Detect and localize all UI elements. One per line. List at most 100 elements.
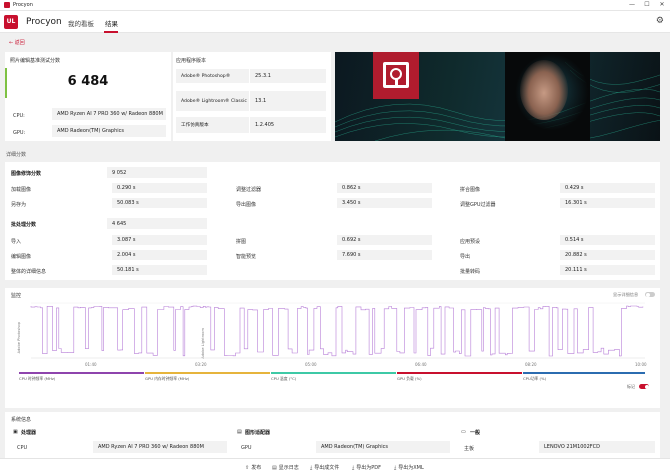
export-pdf-button[interactable]: ⤓ 导出为PDF [352, 464, 381, 471]
metric-value: 0.514 s [560, 235, 655, 245]
metric-label: 导出 [460, 254, 471, 260]
cpu-label: CPU: [13, 113, 25, 119]
x-tick: 08:20 [525, 362, 537, 367]
nav-results[interactable]: 结果 [105, 20, 118, 28]
legend-swatch [145, 372, 270, 374]
app-version-photoshop: 25.3.1 [250, 69, 326, 83]
legend-swatch [19, 372, 144, 374]
app-version-lightroom: 13.1 [250, 91, 326, 111]
monitoring-title: 监控 [11, 293, 22, 299]
show-log-button[interactable]: ▤ 显示日志 [272, 464, 299, 471]
score-card: 照片编辑基准测试分数 6 484 CPU: AMD Ryzen AI 7 PRO… [5, 52, 171, 141]
export-pdf-label: 导出为PDF [356, 465, 381, 471]
publish-button[interactable]: ⇪ 发布 [245, 464, 261, 471]
sysinfo-gpu-title: 图形适配器 [245, 430, 271, 436]
image-retouch-label: 图像修饰分数 [11, 171, 42, 177]
app-name-photoshop: Adobe® Photoshop® [176, 69, 249, 83]
metric-value: 0.429 s [560, 183, 655, 193]
metric-value: 3.450 s [337, 198, 432, 208]
legend-swatch [397, 372, 522, 374]
maximize-button[interactable]: ☐ [644, 1, 650, 8]
batch-label: 批处理分数 [11, 222, 37, 228]
workload-name: 工作仿真版本 [176, 117, 249, 133]
cpu-value: AMD Ryzen AI 7 PRO 360 w/ Radeon 880M [52, 108, 166, 120]
app-versions-title: 应用程序版本 [176, 58, 207, 64]
nav-active-indicator [104, 31, 118, 33]
monitoring-chart [30, 302, 645, 359]
marker-label: 标记 [627, 384, 635, 389]
metric-value: 7.690 s [337, 250, 432, 260]
monitoring-series-line [30, 305, 644, 357]
back-link[interactable]: ← 返回 [9, 40, 25, 46]
app-name: Procyon [26, 17, 62, 27]
legend-label[interactable]: GPU 内存时钟频率 (MHz) [145, 376, 190, 381]
app-versions-card: 应用程序版本 Adobe® Photoshop® 25.3.1 Adobe® L… [173, 52, 331, 141]
x-tick: 06:40 [415, 362, 427, 367]
detail-section-title: 详细分数 [6, 152, 27, 158]
sysinfo-title: 系统信息 [11, 417, 32, 423]
metric-value: 2.004 s [112, 250, 207, 260]
show-log-label: 显示日志 [278, 465, 299, 471]
metric-label: 导出图像 [236, 202, 257, 208]
title-bar: Procyon — ☐ ✕ [0, 0, 670, 11]
export-xml-button[interactable]: ⤓ 导出为XML [394, 464, 424, 471]
legend-label[interactable]: GPU 负载 (%) [397, 376, 422, 381]
ul-logo: UL [4, 15, 18, 29]
legend-label[interactable]: CPU功率 (%) [523, 376, 547, 381]
metric-label: 批量转码 [460, 269, 481, 275]
legend-label[interactable]: CPU 时钟频率 (MHz) [19, 376, 56, 381]
export-xml-label: 导出为XML [398, 465, 424, 471]
metric-value: 3.087 s [112, 235, 207, 245]
metric-label: 导入 [11, 239, 22, 245]
gpu-icon: ▤ [237, 429, 242, 435]
log-icon: ▤ [272, 465, 277, 471]
metric-value: 20.882 s [560, 250, 655, 260]
metric-value: 20.111 s [560, 265, 655, 275]
close-button[interactable]: ✕ [659, 1, 665, 8]
score-indicator-bar [5, 68, 7, 98]
minimize-button[interactable]: — [629, 1, 635, 8]
marker-toggle[interactable] [639, 384, 649, 389]
procyon-emblem [373, 52, 419, 99]
show-details-toggle[interactable] [645, 292, 655, 297]
computer-icon: ▭ [461, 429, 466, 435]
workload-version: 1.2.405 [250, 117, 326, 133]
export-file-button[interactable]: ⤓ 导出成文件 [310, 464, 339, 471]
person-face [520, 60, 568, 120]
metric-label: 调整GPU过滤器 [460, 202, 496, 208]
sysinfo-general-title: 一般 [470, 430, 481, 436]
batch-value: 4 645 [107, 218, 207, 229]
metric-label: 编辑图像 [11, 254, 32, 260]
metric-label: 拼图 [236, 239, 247, 245]
export-file-label: 导出成文件 [314, 465, 340, 471]
legend-label[interactable]: CPU 温度 (°C) [271, 376, 297, 381]
hero-image [335, 52, 660, 141]
legend-swatch [523, 372, 645, 374]
metric-label: 应用预设 [460, 239, 481, 245]
sysinfo-gpu-value: AMD Radeon(TM) Graphics [316, 441, 450, 453]
metric-label: 智能预览 [236, 254, 257, 260]
sysinfo-gpu-key: GPU [241, 445, 252, 451]
image-retouch-value: 9 052 [107, 167, 207, 178]
score-value: 6 484 [67, 74, 109, 89]
metric-label: 加载图像 [11, 187, 32, 193]
app-logo-small [4, 2, 10, 8]
sysinfo-card: 系统信息 ▣ 处理器 CPU AMD Ryzen AI 7 PRO 360 w/… [5, 412, 660, 458]
gpu-value: AMD Radeon(TM) Graphics [52, 125, 166, 137]
download-icon: ⤓ [394, 465, 397, 471]
monitoring-card: 监控 显示详细信息 Adobe Photoshop Adobe Lightroo… [5, 288, 660, 408]
nav-dashboard[interactable]: 我的看板 [68, 20, 94, 28]
sysinfo-cpu-value: AMD Ryzen AI 7 PRO 360 w/ Radeon 880M [93, 441, 227, 453]
gear-icon[interactable]: ⚙ [655, 16, 664, 26]
gpu-label: GPU: [13, 130, 26, 136]
sysinfo-general-key: 主板 [464, 446, 475, 452]
metric-value: 50.083 s [112, 198, 207, 208]
metric-value: 16.301 s [560, 198, 655, 208]
sysinfo-cpu-title: 处理器 [21, 430, 37, 436]
metric-label: 另存为 [11, 202, 27, 208]
x-tick: 01:40 [85, 362, 97, 367]
download-icon: ⤓ [352, 465, 355, 471]
share-icon: ⇪ [245, 465, 250, 471]
metric-value: 0.692 s [337, 235, 432, 245]
show-details-label: 显示详细信息 [613, 292, 639, 297]
